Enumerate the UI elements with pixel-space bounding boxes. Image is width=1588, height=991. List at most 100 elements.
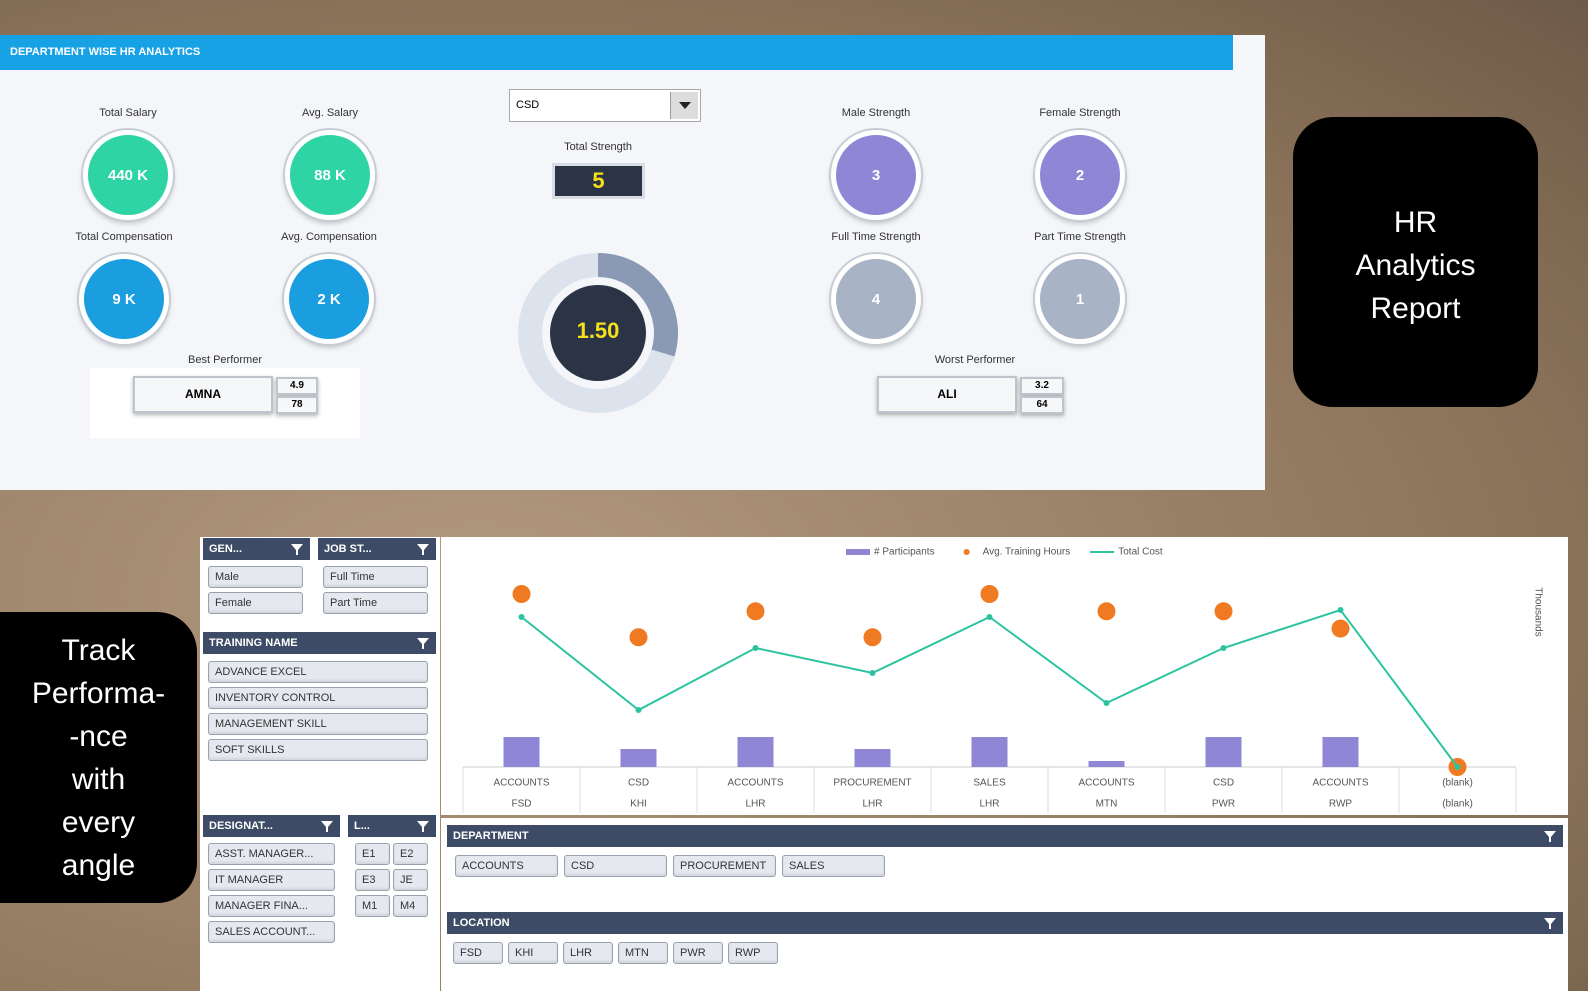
worst-score: 64 xyxy=(1020,396,1064,414)
kpi-value: 4 xyxy=(831,254,921,344)
slicer-item[interactable]: Male xyxy=(208,566,303,588)
x-tick-label: SALES xyxy=(973,778,1006,789)
slicer-title: TRAINING NAME xyxy=(203,632,436,654)
x-tick-label: MTN xyxy=(1096,799,1118,810)
slicer-item[interactable]: MTN xyxy=(618,942,668,964)
slicer-item[interactable]: JE xyxy=(393,869,428,891)
dropdown-arrow xyxy=(670,92,698,119)
slicer-item[interactable]: SALES xyxy=(782,855,885,877)
bar xyxy=(1322,737,1359,767)
x-tick-label: CSD xyxy=(1213,778,1234,789)
slicer-item[interactable]: MANAGER FINA... xyxy=(208,895,335,917)
slicer-item[interactable]: SOFT SKILLS xyxy=(208,739,428,761)
slicer-item[interactable]: ASST. MANAGER... xyxy=(208,843,335,865)
slicer-item[interactable]: MANAGEMENT SKILL xyxy=(208,713,428,735)
slicer-item[interactable]: Full Time xyxy=(323,566,428,588)
bar xyxy=(1088,761,1125,767)
slicer-item[interactable]: ADVANCE EXCEL xyxy=(208,661,428,683)
filter-icon[interactable] xyxy=(416,542,430,556)
total-strength-value: 5 xyxy=(552,163,645,199)
dot xyxy=(1331,619,1350,638)
dropdown-value: CSD xyxy=(516,99,540,111)
kpi-value: 2 xyxy=(1035,130,1125,220)
slicer-item[interactable]: INVENTORY CONTROL xyxy=(208,687,428,709)
kpi-label: Total Compensation xyxy=(75,231,173,243)
bar xyxy=(1205,737,1242,767)
x-tick-label: (blank) xyxy=(1442,778,1473,789)
slicer-item[interactable]: Female xyxy=(208,592,303,614)
slicer-item[interactable]: LHR xyxy=(563,942,613,964)
chart-panel xyxy=(441,537,1568,815)
banner-line: Track xyxy=(61,634,136,667)
dot xyxy=(1097,602,1116,621)
slicer-item[interactable]: M1 xyxy=(355,895,390,917)
filter-icon[interactable] xyxy=(416,636,430,650)
chart: ACCOUNTS FSD CSD KHI ACCOUNTS LHR PROCUREMENT L… xyxy=(462,547,1543,813)
line-point xyxy=(635,707,642,713)
best-label: Best Performer xyxy=(188,354,262,366)
worst-score: 3.2 xyxy=(1020,377,1064,395)
x-tick-label: LHR xyxy=(979,799,999,810)
kpi-value: 3 xyxy=(831,130,921,220)
filter-icon[interactable] xyxy=(416,819,430,833)
x-tick-label: ACCOUNTS xyxy=(727,778,783,789)
slicer-item[interactable]: ACCOUNTS xyxy=(455,855,558,877)
line-point xyxy=(518,614,525,620)
dot xyxy=(1214,602,1233,621)
slicer-title: LOCATION xyxy=(447,912,1563,934)
slicer-item[interactable]: KHI xyxy=(508,942,558,964)
line-point xyxy=(986,614,993,620)
banner-line: HR xyxy=(1393,206,1438,239)
line-point xyxy=(752,645,759,651)
slicer-item[interactable]: PROCUREMENT xyxy=(673,855,776,877)
x-tick-label: RWP xyxy=(1329,799,1352,810)
kpi-value: 88 K xyxy=(285,130,375,220)
banner-left: Track Performa- -nce with every angle xyxy=(0,612,197,903)
slicer-item[interactable]: FSD xyxy=(453,942,503,964)
x-tick-label: ACCOUNTS xyxy=(493,778,549,789)
slicer-item[interactable]: CSD xyxy=(564,855,667,877)
legend-swatch xyxy=(963,549,970,555)
banner-line: Performa- xyxy=(31,677,166,710)
slicer-item[interactable]: IT MANAGER xyxy=(208,869,335,891)
bar xyxy=(737,737,774,767)
header-title: DEPARTMENT WISE HR ANALYTICS xyxy=(0,35,1233,70)
line-point xyxy=(1337,607,1344,613)
slicer-item[interactable]: E3 xyxy=(355,869,390,891)
banner-line: -nce xyxy=(69,720,128,753)
slicer-title: DEPARTMENT xyxy=(447,825,1563,847)
donut xyxy=(518,253,678,413)
legend-swatch xyxy=(846,549,870,555)
legend-label: Total Cost xyxy=(1118,547,1163,558)
slicer-item[interactable]: SALES ACCOUNT... xyxy=(208,921,335,943)
best-name: AMNA xyxy=(133,376,273,413)
banner-line: Analytics xyxy=(1355,249,1476,282)
filter-icon[interactable] xyxy=(320,819,334,833)
slicer-title: L... xyxy=(348,815,436,837)
legend-label: # Participants xyxy=(874,547,935,558)
slicer-item[interactable]: E1 xyxy=(355,843,390,865)
slicer-title: DESIGNAT... xyxy=(203,815,340,837)
filter-icon[interactable] xyxy=(1543,829,1557,843)
x-tick-label: PROCUREMENT xyxy=(833,778,911,789)
banner-line: Report xyxy=(1370,292,1461,325)
kpi-label: Avg. Salary xyxy=(301,107,359,119)
kpi-label: Total Salary xyxy=(99,107,157,119)
slicer-item[interactable]: RWP xyxy=(728,942,778,964)
slicer-title: GEN... xyxy=(203,538,310,560)
dot xyxy=(629,628,648,647)
slicer-item[interactable]: Part Time xyxy=(323,592,428,614)
kpi-label: Full Time Strength xyxy=(831,231,921,243)
kpi-value: 9 K xyxy=(79,254,169,344)
bar xyxy=(620,749,657,767)
bar xyxy=(854,749,891,767)
filter-icon[interactable] xyxy=(290,542,304,556)
filter-icon[interactable] xyxy=(1543,916,1557,930)
dropdown[interactable]: CSD xyxy=(509,89,701,122)
x-tick-label: ACCOUNTS xyxy=(1078,778,1134,789)
slicer-item[interactable]: PWR xyxy=(673,942,723,964)
best-score: 78 xyxy=(276,396,318,414)
slicer-item[interactable]: M4 xyxy=(393,895,428,917)
legend-label: Avg. Training Hours xyxy=(983,547,1071,558)
slicer-item[interactable]: E2 xyxy=(393,843,428,865)
